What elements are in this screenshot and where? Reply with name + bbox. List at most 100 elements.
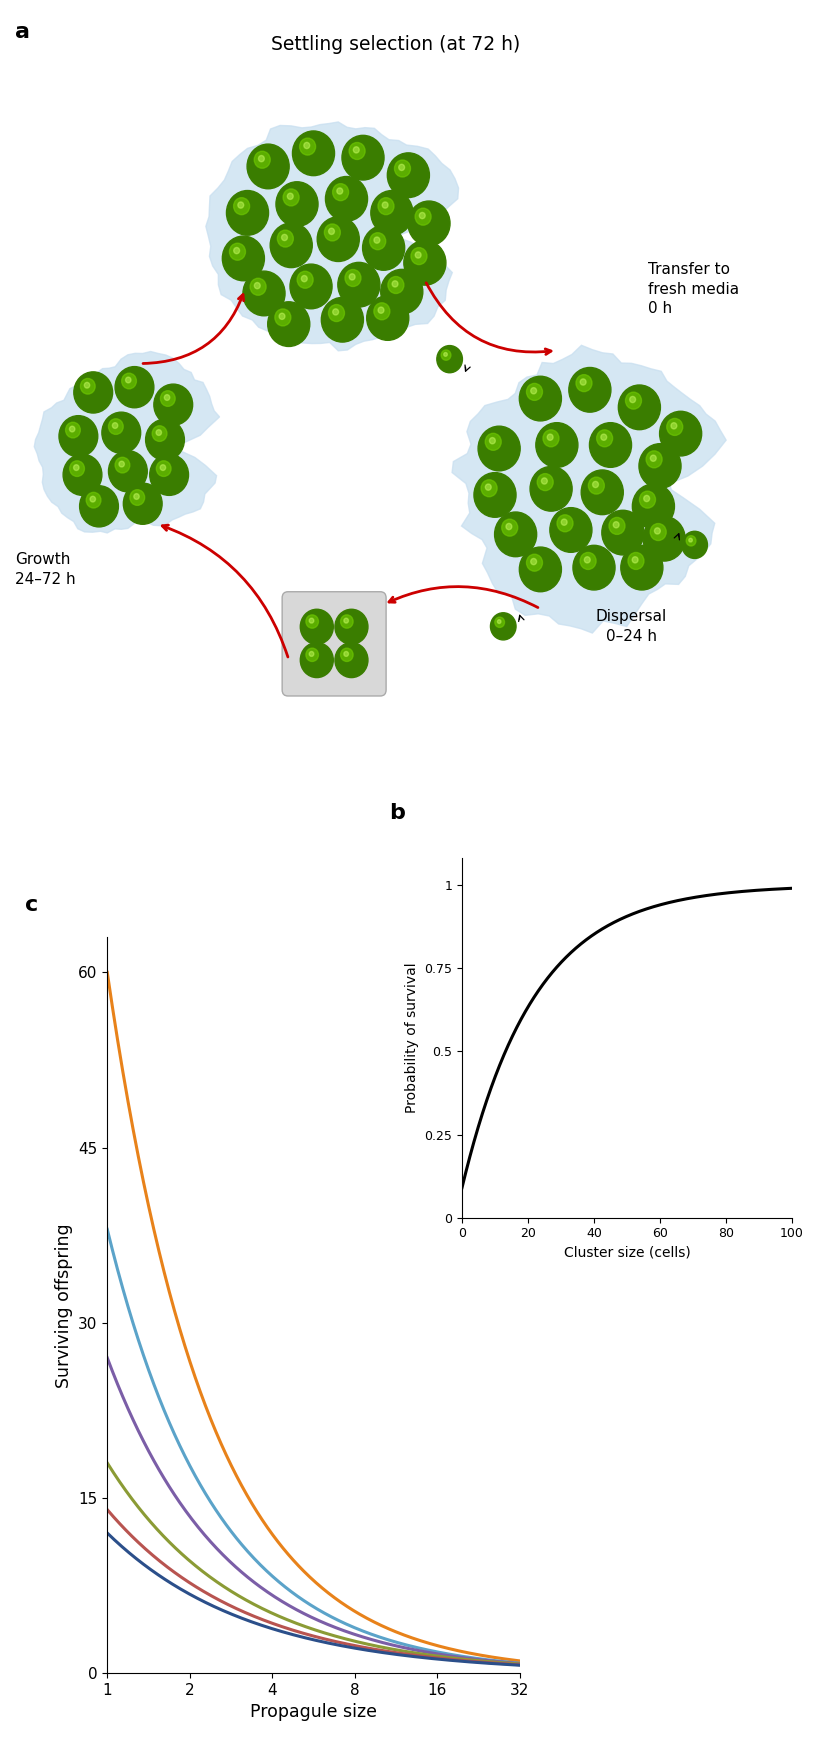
Polygon shape <box>452 345 726 632</box>
Circle shape <box>650 524 667 541</box>
Circle shape <box>381 270 423 314</box>
Circle shape <box>63 454 102 496</box>
Circle shape <box>341 615 353 629</box>
Circle shape <box>80 378 95 394</box>
Circle shape <box>300 610 333 645</box>
Circle shape <box>337 187 342 194</box>
Circle shape <box>299 138 316 156</box>
Y-axis label: Surviving offspring: Surviving offspring <box>54 1223 73 1388</box>
Circle shape <box>306 615 318 629</box>
Circle shape <box>485 484 491 491</box>
Circle shape <box>328 228 334 235</box>
Circle shape <box>243 272 285 315</box>
Circle shape <box>601 510 644 555</box>
Circle shape <box>408 201 450 245</box>
Circle shape <box>344 618 348 624</box>
X-axis label: Cluster size (cells): Cluster size (cells) <box>563 1246 691 1260</box>
Circle shape <box>536 422 578 468</box>
Circle shape <box>489 438 495 443</box>
Circle shape <box>290 265 332 308</box>
Circle shape <box>620 545 662 590</box>
Circle shape <box>342 135 384 180</box>
Circle shape <box>494 512 537 557</box>
FancyBboxPatch shape <box>282 592 386 696</box>
Circle shape <box>270 223 312 268</box>
Text: Dispersal
0–24 h: Dispersal 0–24 h <box>596 610 667 643</box>
Circle shape <box>543 429 559 447</box>
Circle shape <box>609 517 625 534</box>
Circle shape <box>378 198 394 215</box>
Circle shape <box>283 189 299 207</box>
Circle shape <box>671 422 676 429</box>
Circle shape <box>304 142 309 149</box>
Circle shape <box>154 384 192 426</box>
Circle shape <box>156 429 162 436</box>
Circle shape <box>248 144 290 189</box>
Circle shape <box>378 307 384 314</box>
Circle shape <box>441 350 451 361</box>
Circle shape <box>301 275 307 282</box>
Circle shape <box>84 382 90 389</box>
Circle shape <box>506 524 511 529</box>
Circle shape <box>478 426 521 471</box>
Circle shape <box>349 142 365 159</box>
Circle shape <box>394 159 411 177</box>
Circle shape <box>592 482 598 487</box>
Circle shape <box>588 477 605 494</box>
Circle shape <box>549 508 592 552</box>
Circle shape <box>415 208 431 226</box>
Circle shape <box>382 201 388 208</box>
Circle shape <box>328 305 345 322</box>
Circle shape <box>686 536 696 547</box>
Circle shape <box>530 466 573 512</box>
Circle shape <box>345 270 361 287</box>
Circle shape <box>388 152 430 198</box>
Circle shape <box>344 652 348 657</box>
Circle shape <box>362 226 404 270</box>
Circle shape <box>644 496 649 501</box>
Circle shape <box>238 201 243 208</box>
Circle shape <box>80 485 119 527</box>
Circle shape <box>115 457 130 473</box>
Circle shape <box>281 235 287 240</box>
Circle shape <box>233 247 239 254</box>
Circle shape <box>689 538 692 541</box>
Circle shape <box>287 193 293 200</box>
Circle shape <box>639 491 656 508</box>
Circle shape <box>411 247 427 265</box>
Circle shape <box>275 308 291 326</box>
Circle shape <box>116 366 154 408</box>
Circle shape <box>321 298 363 342</box>
Circle shape <box>226 191 269 235</box>
Circle shape <box>589 422 632 468</box>
Circle shape <box>502 519 518 536</box>
Circle shape <box>324 224 341 242</box>
Circle shape <box>481 480 497 498</box>
Circle shape <box>69 426 75 433</box>
Circle shape <box>112 422 118 429</box>
Y-axis label: Probability of survival: Probability of survival <box>405 964 419 1113</box>
Circle shape <box>125 377 131 384</box>
Circle shape <box>520 377 561 420</box>
Circle shape <box>250 279 266 296</box>
Circle shape <box>374 303 390 321</box>
Circle shape <box>101 412 140 454</box>
Circle shape <box>526 384 543 401</box>
Circle shape <box>164 394 170 401</box>
Circle shape <box>474 473 516 517</box>
Circle shape <box>86 492 101 508</box>
Circle shape <box>349 273 355 280</box>
Circle shape <box>537 473 554 491</box>
Text: Transfer to
fresh media
0 h: Transfer to fresh media 0 h <box>648 261 738 317</box>
Circle shape <box>74 371 112 413</box>
Circle shape <box>646 450 662 468</box>
Circle shape <box>124 484 162 524</box>
Circle shape <box>561 519 567 526</box>
Circle shape <box>392 280 398 287</box>
Circle shape <box>160 391 175 406</box>
Circle shape <box>306 648 318 662</box>
Circle shape <box>398 165 404 170</box>
Text: a: a <box>15 21 30 42</box>
Circle shape <box>419 212 425 219</box>
Circle shape <box>59 415 98 457</box>
